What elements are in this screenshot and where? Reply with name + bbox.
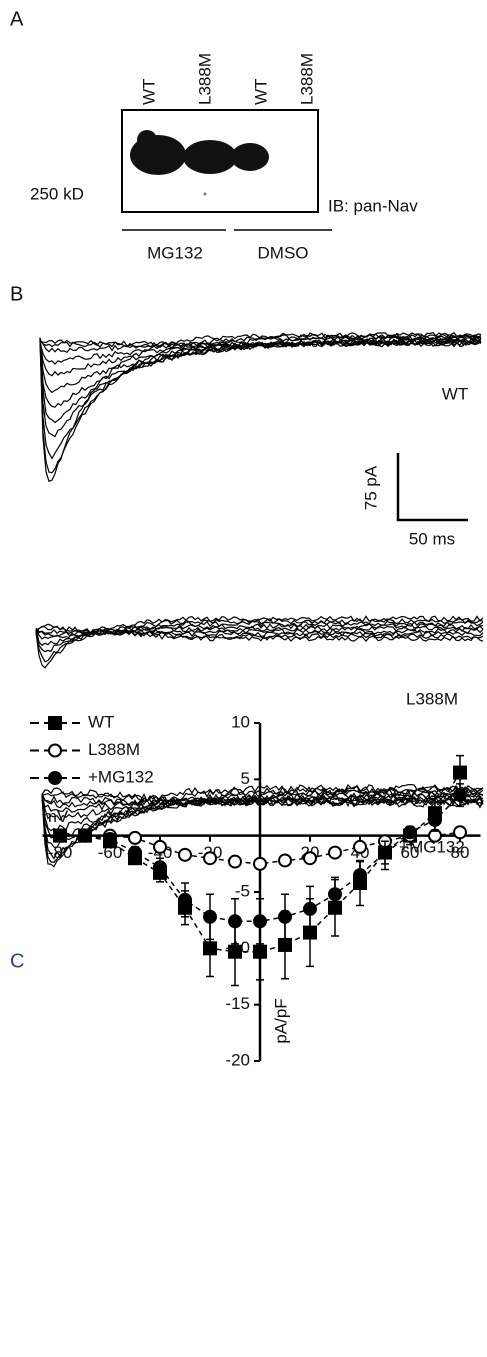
current-trace [40, 334, 481, 473]
panel-label: C [10, 950, 24, 972]
legend-label: L388M [88, 740, 140, 759]
data-point [104, 833, 116, 845]
data-point [454, 789, 466, 801]
y-axis-label: pA/pF [271, 998, 290, 1043]
lane-label: L388M [195, 53, 214, 105]
y-tick-label: 5 [241, 769, 250, 788]
current-trace [40, 336, 481, 437]
x-tick-label: 60 [401, 843, 420, 862]
current-trace [40, 337, 481, 423]
y-tick-label: -20 [225, 1050, 250, 1069]
x-tick-label: -80 [48, 843, 73, 862]
data-point [304, 903, 316, 915]
figure: A WT L388M WT L388M 250 kD IB: pan-Nav M… [0, 0, 487, 1357]
y-tick-label: -15 [225, 994, 250, 1013]
antibody-label: IB: pan-Nav [328, 196, 418, 215]
data-point [329, 847, 341, 859]
data-point [179, 894, 191, 906]
data-point [154, 841, 166, 853]
data-point [429, 814, 441, 826]
page: A WT L388M WT L388M 250 kD IB: pan-Nav M… [0, 0, 487, 1357]
data-point [229, 856, 241, 868]
data-point [79, 830, 91, 842]
data-point [454, 767, 466, 779]
iv-chart: -20-15-10-5510-80-60-40-2020406080mVpA/p… [30, 712, 481, 1069]
current-trace [40, 333, 481, 482]
data-point [304, 852, 316, 864]
x-tick-label: 80 [451, 843, 470, 862]
data-point [279, 911, 291, 923]
data-point [204, 911, 216, 923]
data-point [454, 826, 466, 838]
data-point [204, 942, 216, 954]
legend-marker [49, 717, 61, 729]
trace-label: L388M [406, 689, 458, 708]
data-point [404, 826, 416, 838]
data-point [129, 832, 141, 844]
data-point [204, 852, 216, 864]
data-point [179, 849, 191, 861]
panel-label: A [10, 8, 24, 30]
current-trace [40, 335, 481, 459]
panel-label: B [10, 283, 23, 305]
data-point [279, 939, 291, 951]
legend-label: WT [88, 712, 114, 731]
data-point [254, 858, 266, 870]
data-point [129, 847, 141, 859]
group-label: DMSO [258, 243, 309, 262]
data-point [154, 861, 166, 873]
legend-marker [49, 745, 61, 757]
data-point [229, 946, 241, 958]
group-label: MG132 [147, 243, 203, 262]
scale-label: 75 pA [361, 465, 380, 510]
data-point [279, 854, 291, 866]
x-axis-label: mV [43, 807, 69, 826]
data-point [354, 841, 366, 853]
lane-label: WT [251, 79, 270, 105]
legend-marker [49, 772, 61, 784]
data-point [379, 847, 391, 859]
lane-label: WT [139, 79, 158, 105]
data-point [254, 946, 266, 958]
y-tick-label: -5 [235, 881, 250, 900]
lane-label: L388M [297, 53, 316, 105]
y-tick-label: 10 [231, 712, 250, 731]
data-point [354, 869, 366, 881]
scale-label: 50 ms [409, 529, 455, 548]
legend-label: +MG132 [88, 767, 154, 786]
data-point [54, 830, 66, 842]
scale-bar [398, 453, 468, 520]
marker-label: 250 kD [30, 184, 84, 203]
data-point [254, 915, 266, 927]
data-point [329, 888, 341, 900]
trace-label: WT [442, 384, 468, 403]
data-point [229, 915, 241, 927]
